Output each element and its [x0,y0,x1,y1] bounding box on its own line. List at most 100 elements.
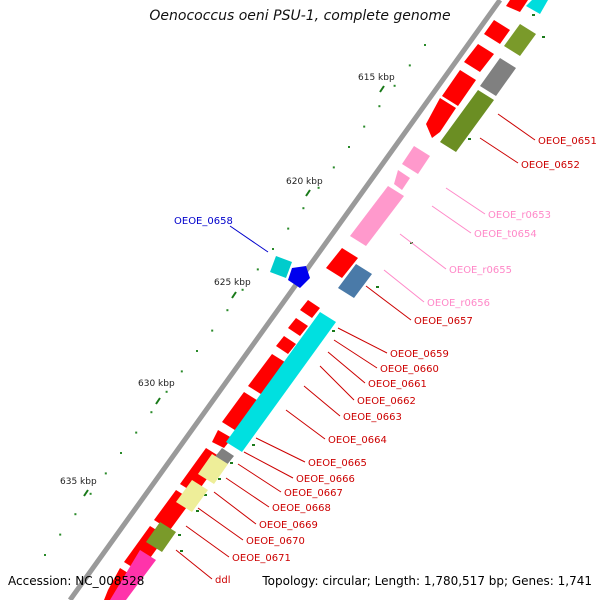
cyan-feature [226,312,336,452]
label-leader-line [255,437,306,463]
gray-feature [480,58,516,96]
tick-label: 615 kbp [358,73,395,83]
label-leader-line [399,233,447,270]
scale-dot [120,452,122,454]
scale-dot [241,288,244,291]
scale-dot [287,227,290,230]
scale-dot [196,350,198,352]
olive-feature [440,90,494,152]
gene-label[interactable]: OEOE_0651 [538,136,597,147]
tick-mark [305,189,311,197]
gene-label[interactable]: OEOE_0657 [414,316,473,327]
tick-mark [231,291,237,299]
label-leader-line [327,351,366,384]
gene-label[interactable]: OEOE_0661 [368,379,427,390]
cds-arrow [300,300,320,318]
gene-label[interactable]: OEOE_0667 [284,488,343,499]
feature-marker [178,534,181,536]
genome-summary-text: Topology: circular; Length: 1,780,517 bp… [262,574,592,588]
label-leader-line [431,205,472,234]
feature-marker [180,550,183,552]
cds-arrow [426,98,456,138]
label-leader-line [445,187,486,215]
scale-dot [393,84,396,87]
cds-arrow [276,336,296,354]
gene-label[interactable]: OEOE_0658 [174,216,233,227]
map-title: Oenococcus oeni PSU-1, complete genome [149,8,451,24]
tick-mark [83,489,89,497]
olive-feature [504,24,536,56]
scale-dot [378,105,381,108]
label-leader-line [175,549,213,580]
scale-dot [104,472,107,475]
feature-marker [196,510,199,512]
label-leader-line [185,525,230,558]
label-leader-line [333,339,378,369]
label-leader-line [237,463,282,493]
label-leaders [175,113,536,580]
backbone-line [67,0,503,600]
gene-label[interactable]: OEOE_0666 [296,474,355,485]
gene-label[interactable]: OEOE_r0655 [449,265,512,276]
label-leader-line [319,365,355,401]
trna-feature [402,146,430,174]
tick-label: 620 kbp [286,177,323,187]
label-leader-line [243,451,294,479]
label-leader-line [337,327,388,354]
gene-label[interactable]: OEOE_r0653 [488,210,551,221]
scale-dot [165,390,168,393]
olive-feature [146,522,176,552]
scale-dot [135,431,138,434]
gene-label[interactable]: OEOE_r0656 [427,298,490,309]
gene-labels: OEOE_0651 OEOE_0652 OEOE_r0653 OEOE_t0654 OE… [174,136,597,586]
scale-dot [408,64,411,67]
pink-feature [110,550,156,600]
label-leader-line [213,491,257,525]
gene-label[interactable]: OEOE_0659 [390,349,449,360]
scale-dot [226,309,229,312]
trna-feature [350,186,404,246]
scale-dot [302,207,305,210]
feature-marker [332,330,335,332]
tick-label: 630 kbp [138,379,175,389]
gene-label[interactable]: OEOE_0671 [232,553,291,564]
blue-feature [288,266,310,288]
scale-dot [317,186,320,189]
scale-dot [272,248,274,250]
label-leader-line [479,137,519,164]
gene-label[interactable]: OEOE_0664 [328,435,387,446]
cds-arrow [212,430,232,448]
gene-label[interactable]: OEOE_0668 [272,503,331,514]
cds-arrow [506,0,528,12]
oeoe-0658-feature [270,256,310,288]
feature-marker [532,14,535,16]
gray-feature [214,448,234,466]
tick-label: 635 kbp [60,477,97,487]
gene-label[interactable]: ddl [215,575,230,586]
yellow-feature [176,480,208,512]
gene-label[interactable]: OEOE_0665 [308,458,367,469]
scale-dot [59,533,62,536]
gene-label[interactable]: OEOE_0662 [357,396,416,407]
gene-label[interactable]: OEOE_t0654 [474,229,537,240]
label-leader-line [383,269,425,303]
cds-arrow [326,248,358,278]
olive-feature [526,0,548,14]
scale-ticks [83,85,385,497]
label-leader-line [497,113,536,141]
tick-label: 625 kbp [214,278,251,288]
label-leader-line [229,225,269,253]
cds-arrow [288,318,308,336]
feature-marker [468,138,471,140]
gene-label[interactable]: OEOE_0670 [246,536,305,547]
scale-dot [211,329,214,332]
trna-feature [394,170,410,190]
feature-marker [252,444,255,446]
gene-label[interactable]: OEOE_0652 [521,160,580,171]
label-leader-line [303,385,341,417]
gene-label[interactable]: OEOE_0663 [343,412,402,423]
feature-marker [542,36,545,38]
gene-label[interactable]: OEOE_0669 [259,520,318,531]
gene-label[interactable]: OEOE_0660 [380,364,439,375]
